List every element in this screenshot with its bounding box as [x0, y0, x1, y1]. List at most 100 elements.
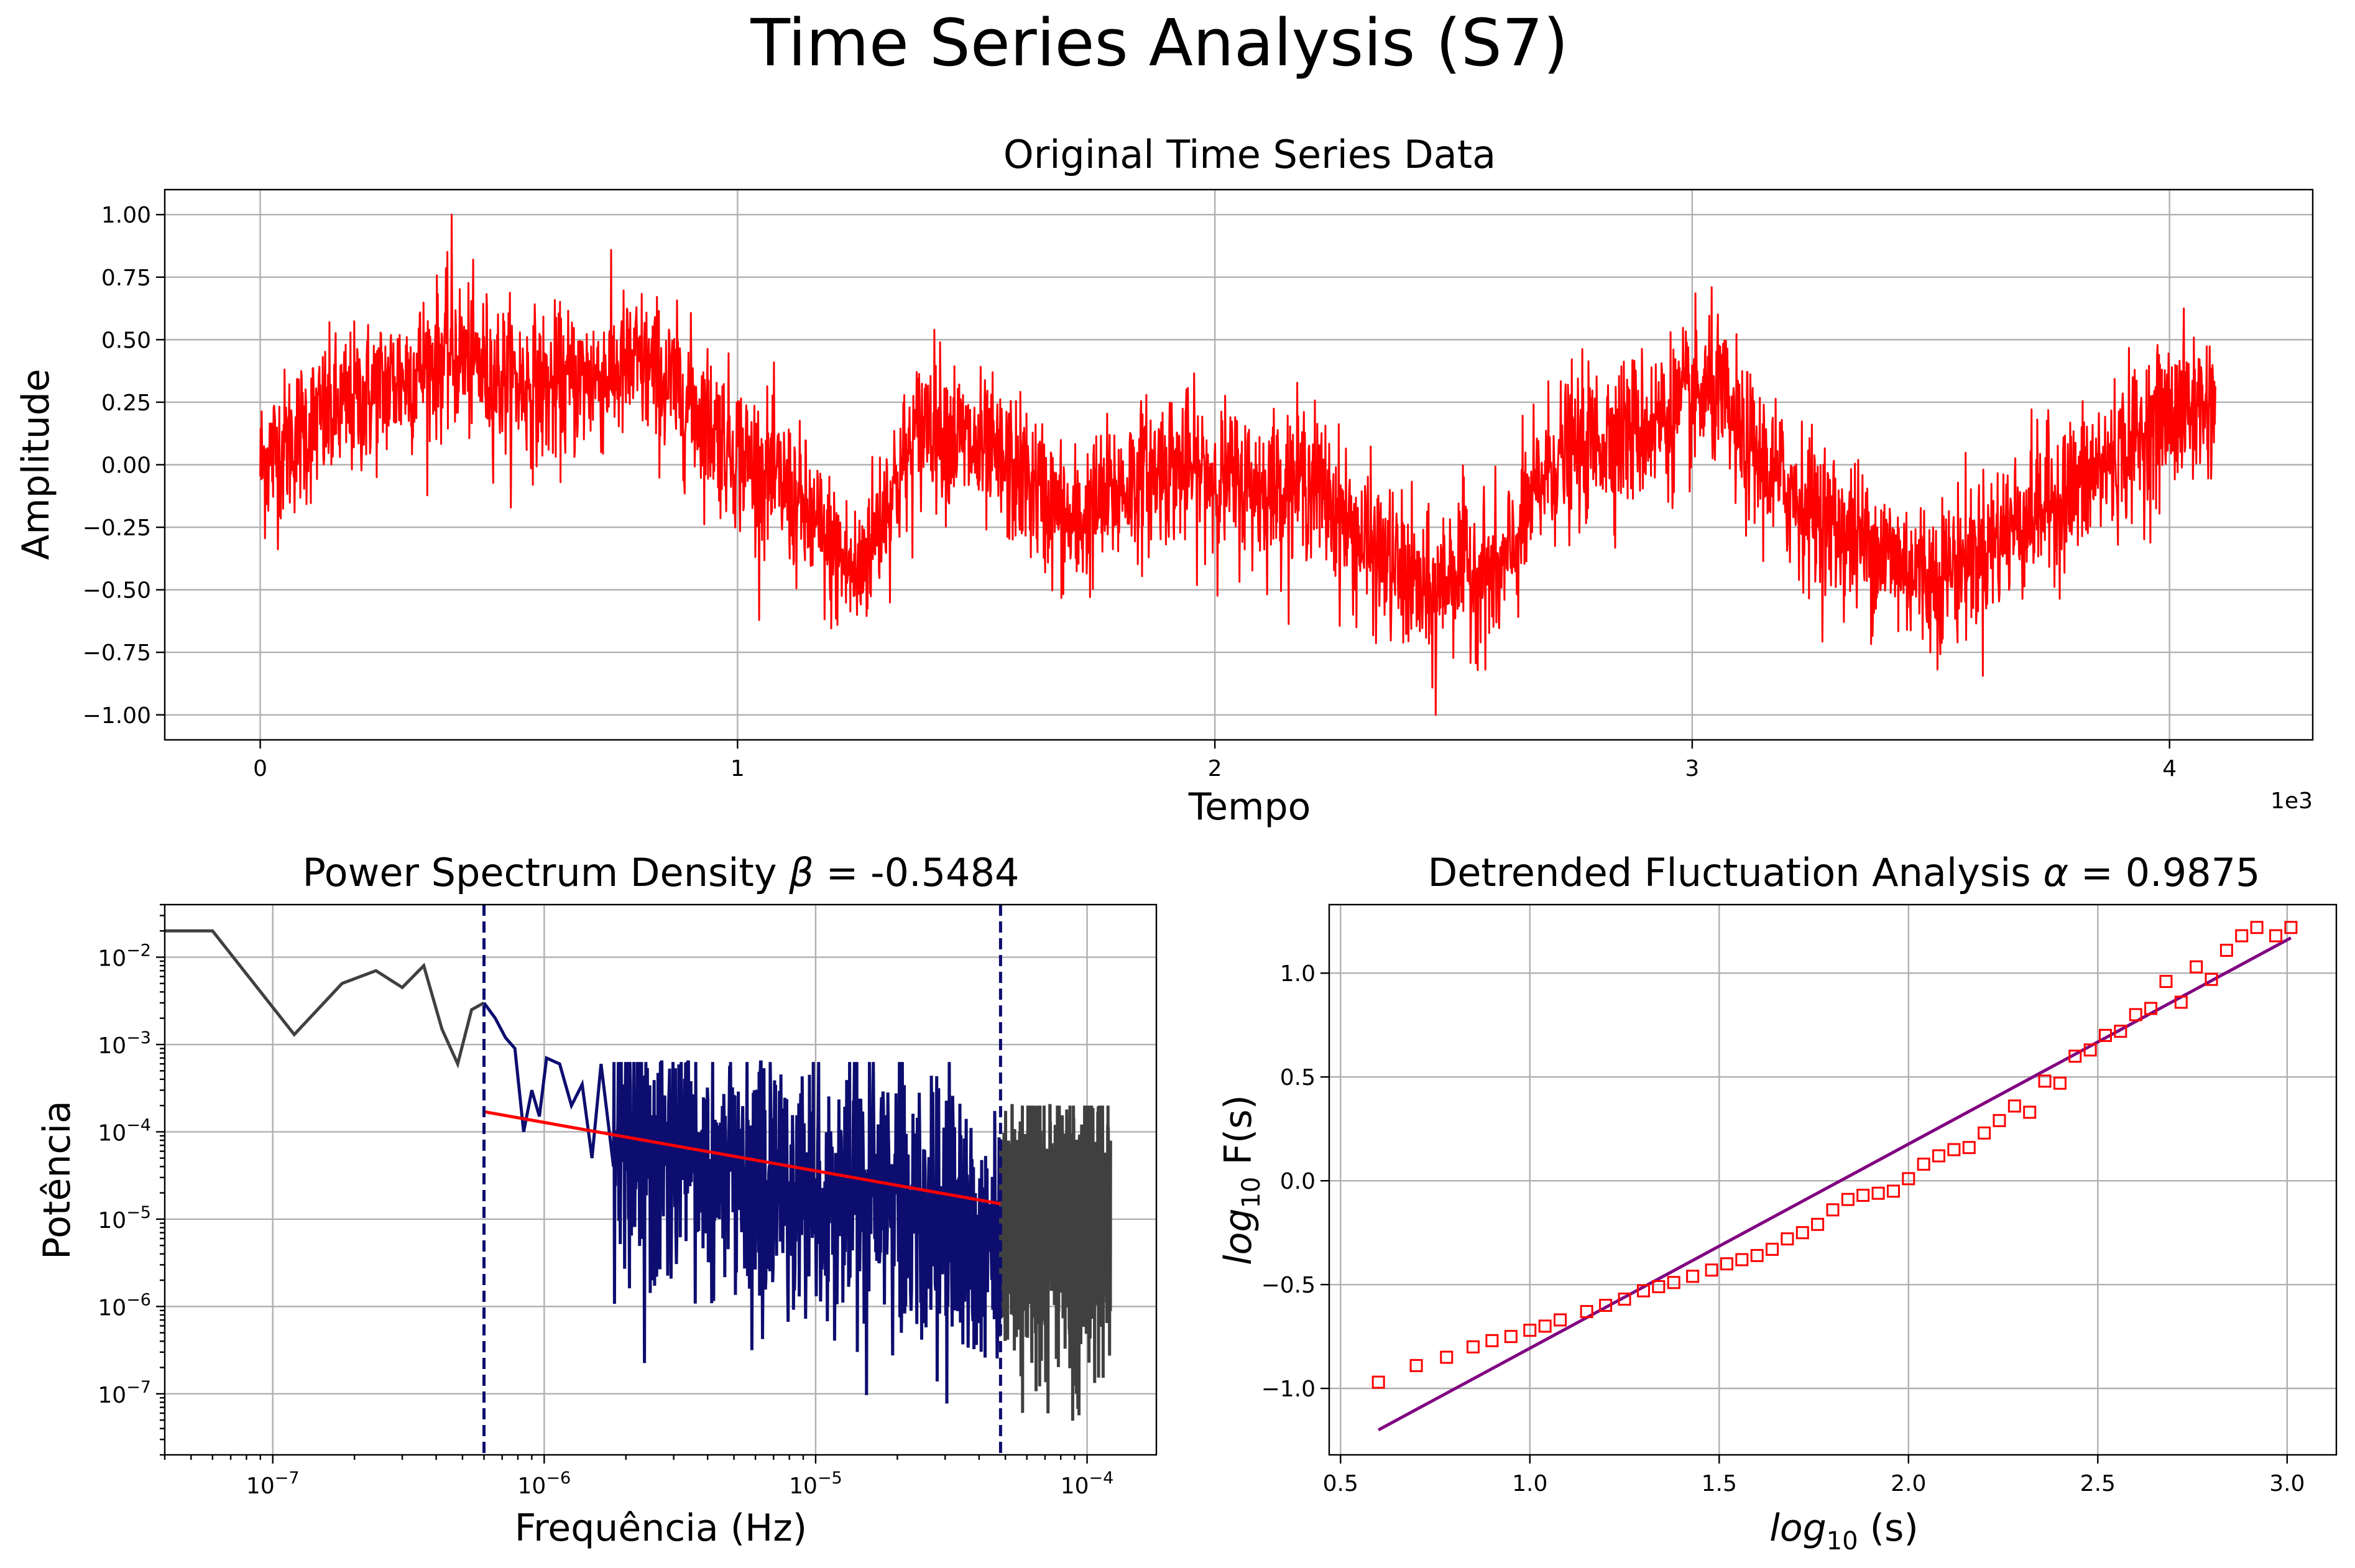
dfa-point — [1795, 1226, 1809, 1240]
dfa-grid — [1329, 905, 2336, 1455]
time-series-ytick-label: 1.00 — [101, 203, 151, 228]
time-series-ytick-label: 0.25 — [101, 390, 151, 416]
dfa-xtick-label: 3.0 — [2269, 1471, 2305, 1497]
psd-panel: Power Spectrum Density β = -0.5484 10−7 1… — [35, 850, 1158, 1550]
dfa-point — [1636, 1284, 1650, 1298]
dfa-point — [1947, 1143, 1961, 1156]
psd-xtick-label: 10−5 — [789, 1469, 842, 1499]
psd-ticks: 10−7 10−6 10−5 10−4 10−7 10−6 10−5 10−4 10−3 10−2 — [98, 903, 1113, 1499]
dfa-point — [2129, 1008, 2142, 1022]
dfa-point — [1720, 1257, 1733, 1271]
dfa-point — [1750, 1248, 1764, 1262]
dfa-point — [2205, 972, 2218, 986]
dfa-point — [2098, 1028, 2112, 1042]
dfa-point — [1371, 1375, 1385, 1389]
dfa-point — [1599, 1299, 1613, 1312]
dfa-point — [1440, 1350, 1454, 1364]
time-series-xtick-label: 2 — [1208, 756, 1222, 782]
time-series-xtick-label: 3 — [1685, 756, 1699, 782]
dfa-point — [1705, 1263, 1718, 1277]
dfa-ytick-label: 0.0 — [1280, 1169, 1316, 1194]
psd-ytick-label: 10−2 — [98, 941, 151, 972]
dfa-point — [1504, 1330, 1518, 1344]
time-series-xlabel: Tempo — [1188, 785, 1311, 829]
time-series-xtick-label: 4 — [2162, 756, 2177, 782]
dfa-point — [1409, 1358, 1423, 1372]
dfa-alpha-symbol: α — [2043, 850, 2068, 895]
dfa-point — [1580, 1305, 1593, 1319]
dfa-alpha-value: = 0.9875 — [2068, 850, 2260, 895]
psd-fit-line — [484, 1110, 1001, 1206]
time-series-ytick-label: 0.75 — [101, 265, 151, 291]
dfa-series — [1371, 921, 2298, 1432]
time-series-grid — [165, 190, 2313, 740]
dfa-xtick-label: 2.0 — [1891, 1471, 1926, 1497]
time-series-ytick-label: −0.75 — [83, 640, 151, 666]
psd-plot-frame — [164, 903, 1158, 1456]
dfa-xtick-label: 1.5 — [1702, 1471, 1737, 1497]
psd-lowfreq-line — [165, 929, 485, 1069]
psd-beta-value: = -0.5484 — [814, 850, 1020, 895]
psd-title: Power Spectrum Density β = -0.5484 — [303, 850, 1020, 895]
dfa-point — [1781, 1232, 1794, 1246]
dfa-point — [1856, 1189, 1870, 1202]
time-series-title: Original Time Series Data — [1003, 132, 1496, 177]
time-series-ylabel: Amplitude — [14, 369, 58, 560]
dfa-point — [2144, 1002, 2158, 1015]
psd-fitrange-line — [482, 1002, 1002, 1404]
dfa-point — [2284, 921, 2298, 934]
dfa-point — [1993, 1114, 2006, 1127]
psd-highfreq-line — [998, 1104, 1112, 1421]
dfa-point — [1766, 1242, 1779, 1256]
time-series-ytick-label: −0.50 — [83, 578, 151, 604]
dfa-ytick-label: −1.0 — [1261, 1377, 1316, 1402]
dfa-point — [2159, 975, 2173, 989]
psd-ytick-label: 10−5 — [98, 1203, 151, 1234]
dfa-point — [2190, 960, 2203, 974]
dfa-point — [1652, 1280, 1666, 1293]
dfa-point — [1554, 1313, 1567, 1327]
dfa-point — [2007, 1099, 2021, 1113]
dfa-point — [1932, 1149, 1946, 1163]
psd-xtick-label: 10−7 — [246, 1469, 300, 1499]
dfa-point — [1667, 1276, 1680, 1289]
dfa-point — [2083, 1043, 2097, 1057]
psd-beta-symbol: β — [788, 850, 814, 895]
psd-ytick-label: 10−4 — [98, 1115, 151, 1146]
dfa-point — [1466, 1340, 1480, 1354]
psd-ytick-label: 10−3 — [98, 1028, 151, 1059]
dfa-point — [2219, 943, 2233, 957]
dfa-point — [1485, 1334, 1499, 1347]
psd-ytick-label: 10−6 — [98, 1290, 151, 1321]
dfa-point — [2114, 1025, 2127, 1038]
dfa-title: Detrended Fluctuation Analysis α = 0.987… — [1427, 850, 2260, 895]
dfa-xtick-label: 1.0 — [1512, 1471, 1547, 1497]
dfa-point — [1523, 1324, 1537, 1337]
dfa-ytick-label: −0.5 — [1261, 1273, 1316, 1298]
dfa-point — [1871, 1186, 1885, 1200]
dfa-fit-line — [1377, 936, 2292, 1432]
dfa-point — [2235, 929, 2249, 943]
dfa-point — [1826, 1203, 1840, 1217]
dfa-point — [1686, 1270, 1700, 1283]
time-series-xtick-label: 1 — [730, 756, 745, 782]
dfa-xtick-label: 2.5 — [2080, 1471, 2116, 1497]
time-series-panel: Original Time Series Data 0 1 2 3 41.000.750… — [14, 132, 2314, 829]
time-series-x-offset: 1e3 — [2270, 788, 2313, 814]
time-series-ticks: 0 1 2 3 4 1.00 0.75 0.50 0.25 0.00 −0.25 −0.50 −0.75… — [83, 203, 2177, 782]
time-series-ytick-label: 0.50 — [101, 328, 151, 353]
dfa-point — [1735, 1253, 1749, 1266]
dfa-ytick-label: 0.5 — [1280, 1065, 1316, 1091]
dfa-point — [2023, 1105, 2037, 1119]
psd-ytick-label: 10−7 — [98, 1378, 151, 1408]
dfa-ytick-label: 1.0 — [1280, 961, 1316, 987]
dfa-point — [2269, 929, 2283, 943]
dfa-point — [1811, 1217, 1825, 1231]
psd-xlabel: Frequência (Hz) — [515, 1506, 807, 1550]
time-series-ytick-label: 0.00 — [101, 453, 151, 479]
figure-title: Time Series Analysis (S7) — [750, 5, 1568, 81]
dfa-point — [2053, 1076, 2067, 1090]
psd-xtick-label: 10−6 — [518, 1469, 571, 1499]
dfa-point — [1841, 1192, 1855, 1206]
